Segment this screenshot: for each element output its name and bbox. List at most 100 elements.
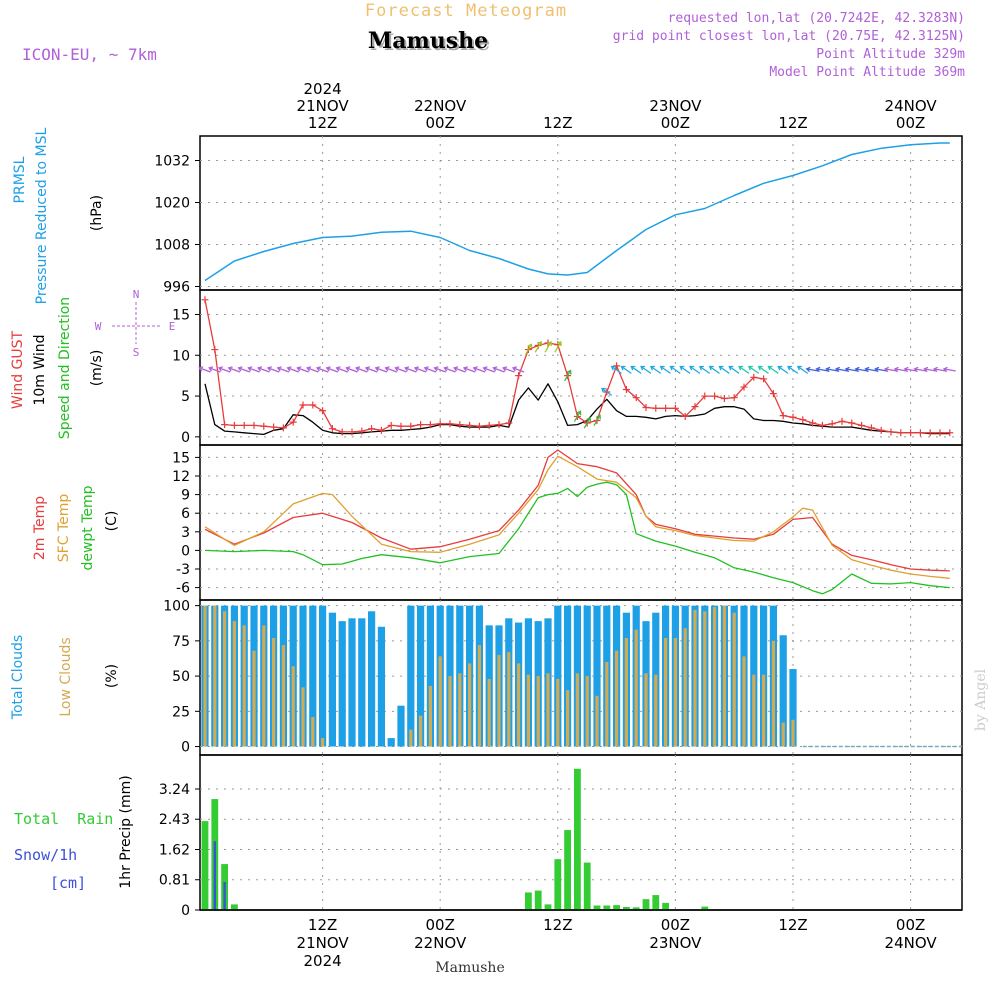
dewpt-line bbox=[204, 481, 950, 595]
wind-gust-point bbox=[916, 429, 924, 437]
y-tick-label: 996 bbox=[163, 280, 190, 296]
wind-gust-point bbox=[779, 412, 787, 420]
temp-label-dewpt: dewpt Temp bbox=[80, 485, 96, 570]
low-cloud-bar bbox=[321, 738, 325, 747]
wind-gust-point bbox=[358, 427, 366, 435]
precip-legend-snow: Snow/1h bbox=[14, 846, 77, 864]
low-cloud-bar bbox=[419, 715, 423, 747]
rain-bar bbox=[623, 907, 630, 910]
y-tick-label: 1032 bbox=[154, 154, 190, 170]
wind-gust-point bbox=[426, 421, 434, 429]
wind-direction-arrow bbox=[923, 366, 937, 373]
rain-bar bbox=[201, 821, 209, 910]
low-cloud-bar bbox=[223, 611, 227, 747]
low-cloud-bar bbox=[752, 674, 756, 747]
precip-panel-frame bbox=[199, 754, 963, 911]
wind-gust-point bbox=[926, 429, 934, 437]
low-cloud-bar bbox=[703, 611, 707, 747]
y-tick-label: 0 bbox=[181, 903, 190, 919]
temp-label-2m: 2m Temp bbox=[32, 496, 48, 560]
watermark: by Angel bbox=[973, 668, 989, 731]
wind-direction-arrow bbox=[511, 366, 525, 373]
low-cloud-bar bbox=[556, 678, 560, 747]
wind-gust-point bbox=[662, 404, 670, 412]
rain-bar bbox=[603, 905, 611, 910]
wind-direction-arrow bbox=[257, 366, 270, 373]
wind-gust-point bbox=[260, 422, 268, 430]
compass-w: W bbox=[95, 320, 102, 333]
rain-bar bbox=[574, 768, 581, 910]
bottom-time-label: 12Z bbox=[778, 916, 807, 934]
wind-gust-point bbox=[485, 421, 493, 429]
total-cloud-bar bbox=[397, 705, 405, 747]
total-cloud-bar bbox=[554, 605, 562, 747]
wind-gust-point bbox=[701, 392, 709, 400]
wind-direction-arrow bbox=[844, 366, 858, 373]
wind-direction-arrow bbox=[728, 365, 740, 374]
y-tick-label: 12 bbox=[172, 469, 190, 485]
total-cloud-bar bbox=[368, 611, 376, 747]
product-title: Forecast Meteogram bbox=[365, 1, 567, 21]
wind-direction-arrow bbox=[462, 366, 476, 373]
wind-direction-arrow bbox=[564, 369, 572, 382]
rain-bar bbox=[554, 859, 562, 910]
requested-point: requested lon,lat (20.7242E, 42.3283N) bbox=[668, 11, 965, 26]
wind-direction-arrow bbox=[544, 340, 552, 353]
bottom-time-label: 24NOV bbox=[885, 934, 938, 952]
pressure-label-2: Pressure Reduced to MSL bbox=[34, 127, 50, 304]
wind-direction-arrow bbox=[502, 366, 515, 373]
wind-direction-arrow bbox=[593, 414, 601, 427]
wind-gust-point bbox=[289, 418, 297, 426]
wind-gust-point bbox=[848, 419, 856, 427]
wind-direction-arrow bbox=[747, 365, 760, 374]
wind-gust-point bbox=[299, 401, 307, 409]
bottom-time-label: 12Z bbox=[543, 916, 572, 934]
wind-gust-point bbox=[368, 425, 376, 433]
y-tick-label: 0 bbox=[181, 430, 190, 446]
wind-direction-arrow bbox=[472, 366, 486, 373]
wind-direction-arrow bbox=[600, 387, 613, 396]
y-tick-label: 1008 bbox=[154, 238, 190, 254]
low-cloud-bar bbox=[262, 625, 266, 747]
wind-gust-point bbox=[838, 417, 846, 425]
wind-gust-point bbox=[505, 419, 513, 427]
wind-gust-point bbox=[348, 428, 356, 436]
bottom-time-label: 22NOV bbox=[414, 934, 467, 952]
wind-gust-point bbox=[760, 375, 768, 383]
total-cloud-bar bbox=[417, 605, 425, 747]
wind-gust-point bbox=[946, 429, 954, 437]
cloud-label-low: Low Clouds bbox=[58, 637, 74, 716]
pressure-line bbox=[204, 142, 950, 282]
top-time-label: 12Z bbox=[308, 114, 337, 132]
total-cloud-bar bbox=[309, 605, 317, 747]
low-cloud-bar bbox=[722, 605, 726, 747]
bottom-time-label: 00Z bbox=[426, 916, 455, 934]
compass-s: S bbox=[133, 346, 140, 359]
wind-direction-arrow bbox=[247, 366, 260, 373]
low-cloud-bar bbox=[291, 666, 295, 747]
rain-bar bbox=[662, 902, 669, 910]
low-cloud-bar bbox=[458, 673, 462, 747]
wind-gust-point bbox=[720, 395, 728, 402]
total-cloud-bar bbox=[426, 605, 434, 747]
wind-direction-arrow bbox=[394, 366, 407, 373]
wind-direction-arrow bbox=[276, 366, 290, 373]
temp-sfc-line bbox=[204, 455, 950, 579]
top-time-label: 21NOV bbox=[297, 97, 350, 115]
wind-unit: (m/s) bbox=[89, 350, 105, 387]
wind-gust-point bbox=[466, 421, 474, 429]
low-cloud-bar bbox=[507, 652, 511, 747]
wind-direction-arrow bbox=[266, 366, 280, 373]
y-tick-label: 3 bbox=[181, 525, 190, 541]
top-time-label: 12Z bbox=[543, 114, 572, 132]
cloud-unit: (%) bbox=[104, 664, 120, 688]
y-tick-label: 100 bbox=[163, 599, 190, 615]
wind-direction-arrow bbox=[738, 365, 750, 374]
point-altitude: Point Altitude 329m bbox=[816, 47, 965, 62]
y-tick-label: 10 bbox=[172, 348, 190, 364]
wind-gust-point bbox=[417, 421, 425, 429]
low-cloud-bar bbox=[664, 638, 668, 747]
wind-direction-arrow bbox=[815, 366, 829, 373]
wind-gust-point bbox=[799, 416, 807, 424]
